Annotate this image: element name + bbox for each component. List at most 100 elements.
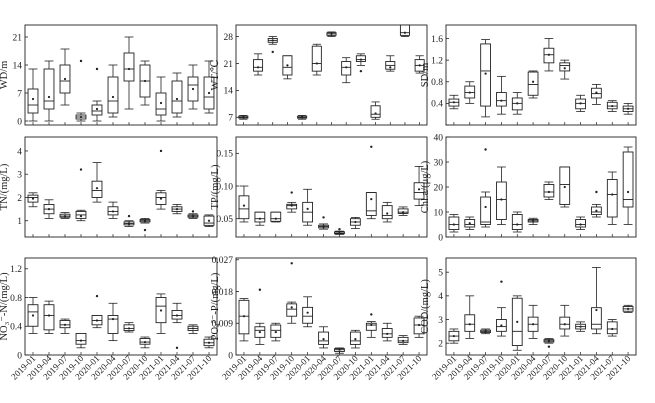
mean-point	[31, 314, 35, 317]
mean-point	[531, 219, 535, 222]
box-2021-07	[606, 171, 618, 225]
box-2021-01	[355, 53, 366, 73]
box-2021-10	[413, 315, 425, 338]
y-axis-label: TP/(mg/L)	[210, 164, 221, 209]
outlier-point	[95, 67, 99, 71]
mean-point	[175, 97, 179, 101]
y-axis-label: TN/(mg/L)	[0, 163, 10, 210]
mean-point	[386, 332, 389, 335]
box-2019-07	[270, 322, 282, 342]
outlier-point	[595, 190, 598, 194]
mean-point	[143, 79, 147, 83]
mean-point	[402, 339, 405, 342]
y-axis-label: PO₄³⁻-P/(mg/L)	[210, 272, 221, 340]
y-tick-label: 0	[438, 233, 443, 243]
box-iqr	[107, 315, 119, 334]
mean-point	[175, 207, 179, 211]
box-2021-04	[591, 190, 602, 218]
y-tick-label: 0	[17, 351, 22, 361]
y-tick-label: 28	[224, 33, 234, 43]
box-2019-01	[27, 192, 39, 208]
box-2020-04	[527, 70, 539, 99]
box-2021-10	[622, 102, 634, 115]
y-tick-label: 5	[438, 268, 443, 278]
plot-frame	[24, 257, 218, 356]
mean-point	[402, 211, 405, 214]
box-2020-07	[326, 31, 337, 37]
box-2021-10	[622, 146, 634, 225]
box-iqr	[575, 219, 586, 228]
mean-point	[315, 62, 318, 65]
box-2019-01	[448, 214, 460, 233]
box-iqr	[302, 306, 314, 324]
box-iqr	[496, 92, 507, 107]
y-tick-label: 0.027	[212, 256, 234, 266]
box-2019-01	[27, 68, 39, 122]
box-2019-01	[238, 298, 250, 342]
outlier-point	[258, 288, 262, 291]
box-2020-07	[543, 38, 555, 72]
mean-point	[374, 112, 377, 115]
box-2019-04	[254, 288, 266, 345]
mean-point	[306, 207, 309, 210]
y-tick-label: 21	[224, 60, 234, 70]
mean-point	[207, 219, 211, 222]
box-2019-07	[267, 36, 278, 54]
mean-point	[531, 323, 535, 326]
outlier-point	[143, 228, 147, 232]
box-iqr	[480, 43, 491, 107]
box-iqr	[91, 180, 103, 198]
mean-point	[611, 327, 614, 331]
box-iqr	[399, 24, 410, 36]
box-iqr	[480, 196, 491, 225]
plot-frame	[445, 257, 637, 356]
mean-point	[595, 91, 598, 94]
y-axis-label: COD/(mg/L)	[420, 279, 431, 334]
y-tick-label: 0.018	[212, 288, 234, 298]
y-tick-label: 0.009	[212, 320, 234, 330]
mean-point	[579, 223, 582, 226]
mean-point	[484, 330, 487, 333]
box-2019-07	[270, 211, 282, 223]
box-2019-04	[43, 60, 55, 122]
mean-point	[31, 97, 35, 101]
box-2019-10	[286, 191, 298, 213]
box-iqr	[238, 195, 250, 220]
outlier-point	[159, 149, 163, 153]
box-2021-04	[591, 267, 602, 335]
outlier-point	[79, 59, 83, 63]
mean-point	[452, 101, 456, 104]
box-2019-01	[27, 297, 39, 334]
box-2020-01	[302, 296, 314, 328]
box-2020-07	[123, 214, 135, 227]
box-2019-07	[59, 318, 71, 334]
mean-point	[417, 323, 421, 327]
plot-frame	[24, 24, 218, 126]
y-tick-label: 20	[434, 183, 444, 193]
mean-point	[207, 341, 211, 344]
mean-point	[386, 212, 389, 215]
mean-point	[516, 102, 519, 105]
y-axis-label: WD/m	[0, 61, 10, 90]
box-2020-01	[91, 294, 103, 329]
box-iqr	[559, 166, 571, 205]
mean-point	[127, 222, 131, 225]
mean-point	[484, 72, 487, 75]
y-tick-label: 40	[434, 133, 444, 143]
mean-point	[274, 330, 277, 334]
y-tick-label: 14	[13, 61, 23, 71]
y-axis-label: Chl.a/(μg/L)	[420, 160, 431, 213]
mean-point	[274, 217, 277, 220]
box-iqr	[559, 62, 571, 72]
box-2021-04	[381, 322, 393, 342]
box-2019-10	[75, 59, 87, 122]
mean-point	[242, 315, 246, 318]
box-2020-10	[139, 336, 151, 349]
box-2019-04	[464, 216, 476, 230]
box-iqr	[496, 181, 507, 220]
box-2020-10	[341, 57, 352, 84]
outlier-point	[484, 148, 487, 151]
outlier-point	[370, 313, 373, 316]
mean-point	[354, 220, 357, 224]
